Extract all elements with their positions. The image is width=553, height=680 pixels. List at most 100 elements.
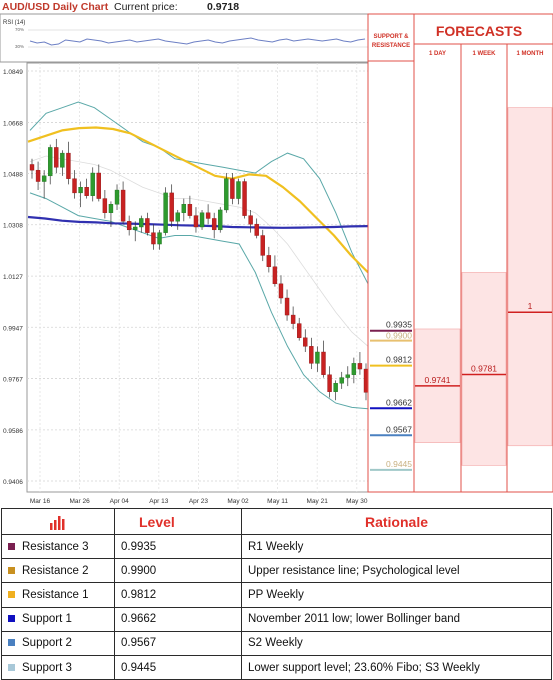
levels-header-row: Level Rationale [1, 508, 552, 535]
level-color-swatch [8, 639, 15, 647]
forecast-column-header: 1 WEEK [472, 51, 496, 57]
candle-body [151, 232, 156, 245]
table-row: Support 3 0.9445 Lower support level; 23… [1, 654, 552, 680]
candle-body [266, 255, 272, 267]
candle-body [133, 226, 138, 231]
candle-body [333, 383, 338, 392]
level-color-swatch [8, 615, 15, 623]
rationale-header: Rationale [241, 508, 552, 535]
candle-body [157, 232, 162, 245]
candle-body [54, 147, 59, 168]
bollinger-mid-line [29, 155, 369, 347]
candle-body [260, 235, 265, 256]
support-resistance-header-line1: SUPPORT & [373, 34, 409, 40]
support-resistance-label: 0.9935 [386, 320, 412, 330]
x-tick-label: Apr 23 [189, 498, 209, 505]
candle-body [224, 178, 229, 211]
candle-body [272, 266, 278, 285]
y-tick-label: 0.9947 [3, 325, 23, 332]
y-tick-label: 1.0668 [3, 120, 23, 127]
table-row: Resistance 2 0.9900 Upper resistance lin… [1, 558, 552, 584]
forecast-column-header: 1 MONTH [517, 51, 544, 57]
support-resistance-label: 0.9900 [386, 331, 412, 341]
table-row: Support 1 0.9662 November 2011 low; lowe… [1, 606, 552, 632]
level-value: 0.9935 [114, 533, 242, 560]
current-price-value: 0.9718 [207, 1, 240, 13]
forecast-range-band [507, 107, 553, 447]
x-tick-label: May 21 [307, 498, 329, 505]
chart-title: AUD/USD Daily Chart [2, 1, 109, 13]
rsi-label: RSI (14) [3, 20, 25, 26]
level-name: Resistance 3 [1, 533, 115, 560]
candle-body [163, 192, 168, 233]
candle-body [345, 374, 350, 378]
candle-body [315, 351, 320, 364]
bars-icon-cell [1, 508, 115, 535]
candle-body [175, 212, 180, 222]
x-tick-label: Mar 16 [30, 498, 51, 505]
rsi-lower-label: 30% [15, 44, 24, 49]
candle-body [242, 181, 247, 216]
candle-body [90, 172, 95, 196]
x-tick-label: Mar 26 [69, 498, 90, 505]
x-tick-label: Apr 04 [110, 498, 130, 505]
candle-body [211, 218, 217, 231]
x-tick-label: May 30 [346, 498, 368, 505]
candle-body [199, 212, 205, 228]
forecast-range-band [461, 272, 507, 466]
candle-body [309, 346, 314, 364]
x-tick-label: Apr 13 [149, 498, 169, 505]
candle-body [102, 198, 108, 213]
candle-body [284, 297, 290, 316]
candle-body [169, 192, 174, 222]
support-resistance-header-line2: RESISTANCE [372, 43, 410, 49]
y-tick-label: 0.9406 [3, 479, 23, 486]
support-resistance-label: 0.9445 [386, 459, 412, 469]
support-resistance-label: 0.9567 [386, 424, 412, 434]
level-name: Support 3 [1, 654, 115, 680]
candle-body [230, 178, 235, 199]
candle-body [297, 323, 302, 338]
candle-body [327, 374, 332, 392]
forecast-value: 0.9741 [425, 375, 451, 385]
candle-body [254, 223, 259, 236]
rsi-upper-label: 70% [15, 27, 24, 32]
candle-body [205, 212, 211, 219]
candle-body [84, 187, 89, 196]
y-tick-label: 0.9767 [3, 376, 23, 383]
y-tick-label: 1.0127 [3, 274, 23, 281]
level-color-swatch [8, 542, 15, 550]
bollinger-band-line [29, 101, 369, 285]
y-tick-label: 1.0849 [3, 69, 23, 76]
level-rationale: R1 Weekly [241, 533, 552, 560]
candle-body [181, 204, 187, 213]
bollinger-band-line [29, 192, 369, 410]
candle-body [218, 209, 223, 231]
level-rationale: S2 Weekly [241, 630, 552, 656]
level-name: Support 2 [1, 630, 115, 656]
level-value: 0.9900 [114, 558, 242, 584]
candle-body [35, 169, 41, 182]
support-resistance-label: 0.9812 [386, 355, 412, 365]
candle-body [72, 178, 77, 194]
level-color-swatch [8, 566, 15, 574]
candle-body [351, 363, 357, 375]
candle-body [145, 218, 150, 233]
forecast-value: 0.9781 [471, 363, 497, 373]
candle-body [321, 351, 326, 375]
support-resistance-label: 0.9662 [386, 397, 412, 407]
level-header: Level [114, 508, 242, 535]
level-rationale: PP Weekly [241, 582, 552, 608]
chart-svg: 1.0849 1.0668 1.0488 1.0308 1.0127 0.9947 0.97… [0, 13, 553, 505]
y-tick-label: 1.0488 [3, 172, 23, 179]
table-row: Resistance 1 0.9812 PP Weekly [1, 582, 552, 608]
x-tick-label: May 02 [227, 498, 249, 505]
candle-body [278, 283, 284, 299]
forecast-value: 1 [528, 301, 533, 311]
candle-body [48, 147, 53, 177]
level-name: Resistance 2 [1, 558, 115, 584]
candle-body [363, 368, 369, 393]
y-tick-label: 1.0308 [3, 223, 23, 230]
candle-body [290, 314, 296, 324]
table-row: Resistance 3 0.9935 R1 Weekly [1, 533, 552, 560]
